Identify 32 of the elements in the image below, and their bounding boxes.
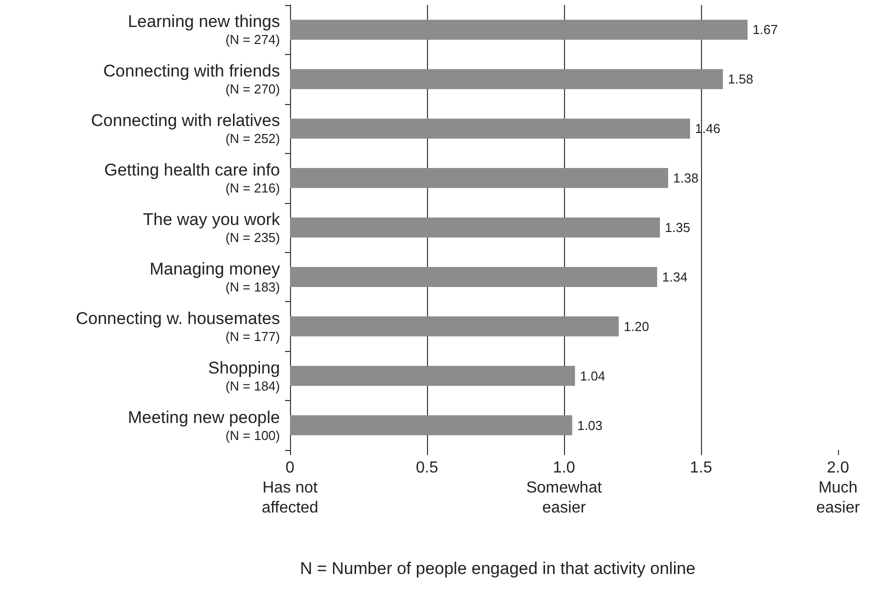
y-tick-label: Getting health care info (N = 216) [104,160,280,196]
x-tick-label: 1.0 Somewhat easier [526,460,602,516]
bar [290,218,660,238]
data-label: 1.04 [580,368,606,384]
x-tick-label: 1.5 [690,460,712,476]
data-label: 1.58 [728,72,754,87]
bar [290,168,668,188]
x-tick-label: 2.0 Much easier [816,460,860,516]
bar [290,316,619,336]
y-tick-label: Connecting with relatives (N = 252) [91,111,280,146]
y-tick-label: Meeting new people (N = 100) [128,408,280,443]
bar [290,20,748,40]
bar [290,415,572,436]
data-label: 1.67 [752,22,778,38]
x-tick-label: 0.5 [416,460,438,476]
data-label: 1.38 [673,170,698,186]
data-label: 1.35 [664,220,690,235]
data-label: 1.03 [577,418,603,433]
x-tick-label: 0 Has not affected [262,460,318,516]
y-tick-label: Managing money (N = 183) [150,259,280,294]
y-tick-label: Connecting w. housemates (N = 177) [76,308,280,344]
bar [290,266,658,287]
y-tick-label: Learning new things (N = 274) [128,12,280,48]
bar [290,118,690,139]
y-tick-label: Shopping (N = 184) [208,358,280,394]
bar [290,69,723,90]
bar [290,366,575,386]
text: N = Number of people engaged in that activity online [300,559,696,578]
y-tick-label: The way you work (N = 235) [143,210,280,245]
data-label: 1.34 [662,269,688,284]
data-label: 1.20 [624,318,650,334]
y-tick-label: Connecting with friends (N = 270) [103,62,280,97]
